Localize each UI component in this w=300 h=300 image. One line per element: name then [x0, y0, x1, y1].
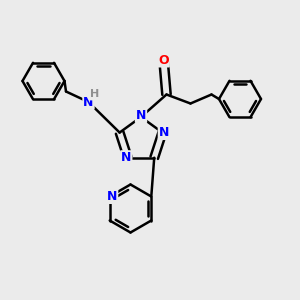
Text: N: N [159, 126, 169, 139]
Text: O: O [158, 53, 169, 67]
Text: N: N [107, 190, 117, 203]
Text: N: N [136, 109, 146, 122]
Text: H: H [90, 89, 99, 100]
Text: N: N [83, 95, 94, 109]
Text: N: N [121, 151, 131, 164]
